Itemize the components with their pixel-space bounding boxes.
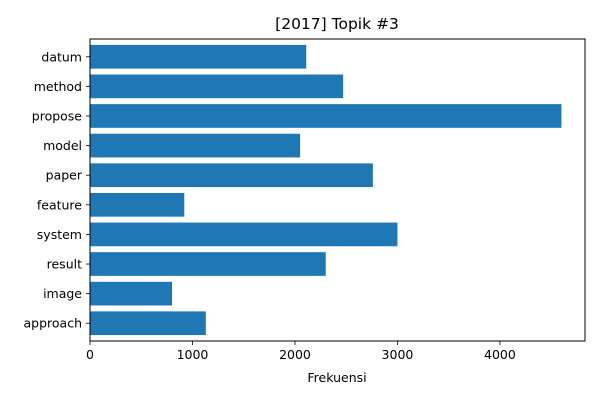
bars-group [90, 44, 562, 336]
y-tick-label-result: result [47, 257, 82, 272]
y-tick-label-paper: paper [46, 168, 83, 183]
y-tick-label-method: method [34, 79, 82, 94]
x-axis: 0 1000 2000 3000 4000 [86, 341, 516, 362]
bar-image [90, 281, 172, 306]
x-tick-label: 1000 [177, 347, 209, 362]
bar-datum [90, 44, 307, 69]
y-tick-label-image: image [43, 286, 82, 301]
y-tick-label-approach: approach [24, 316, 83, 331]
bar-method [90, 74, 344, 99]
y-axis: datum method propose model paper feature syste… [24, 49, 90, 331]
chart-title: [2017] Topik #3 [275, 15, 399, 33]
plot-frame [89, 38, 586, 342]
bar-system [90, 222, 398, 247]
y-tick-label-model: model [43, 138, 82, 153]
x-tick-label: 2000 [279, 347, 311, 362]
bar-paper [90, 163, 373, 188]
x-tick-label: 3000 [382, 347, 414, 362]
x-tick-label: 4000 [484, 347, 516, 362]
bar-feature [90, 192, 185, 217]
y-tick-label-propose: propose [32, 108, 83, 123]
bar-model [90, 133, 301, 158]
bar-result [90, 252, 326, 276]
y-tick-label-feature: feature [37, 197, 82, 212]
y-tick-label-datum: datum [41, 49, 82, 64]
bar-approach [90, 311, 206, 336]
x-tick-label: 0 [86, 347, 94, 362]
y-tick-label-system: system [37, 227, 82, 242]
bar-propose [90, 104, 562, 128]
x-axis-label: Frekuensi [307, 370, 366, 385]
